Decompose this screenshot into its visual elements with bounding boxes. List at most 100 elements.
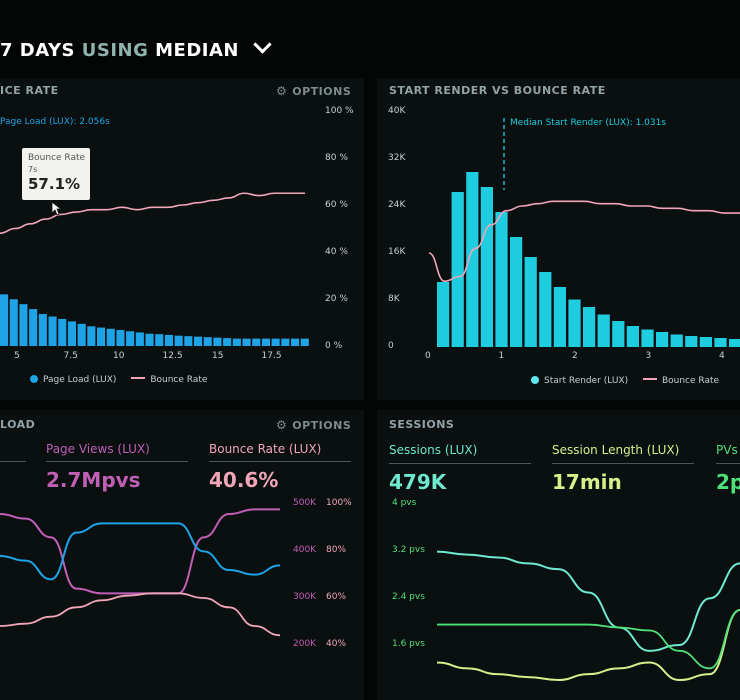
start-render-bar bbox=[699, 337, 712, 347]
y-tick-label: 200K bbox=[293, 639, 317, 649]
median-start-render-label: Median Start Render (LUX): 1.031s bbox=[510, 118, 667, 128]
options-label: OPTIONS bbox=[292, 419, 352, 432]
legend-page-load: Page Load (LUX) bbox=[43, 375, 117, 385]
load-chart bbox=[0, 508, 281, 637]
bounce-legend: Page Load (LUX) Bounce Rate bbox=[30, 375, 207, 385]
legend-render-bounce: Bounce Rate bbox=[661, 376, 720, 386]
y-tick-label: 100% bbox=[326, 498, 352, 508]
y-tick-label: 4 pvs bbox=[392, 498, 417, 508]
page-load-bar bbox=[261, 338, 270, 346]
start-render-bar bbox=[641, 329, 654, 347]
start-render-bar bbox=[670, 334, 683, 347]
page-load-bar bbox=[77, 323, 86, 346]
start-render-bar bbox=[553, 287, 566, 347]
x-tick-label: 10 bbox=[113, 351, 125, 361]
page-load-bar bbox=[213, 337, 222, 346]
x-tick-label: 7.5 bbox=[63, 351, 78, 361]
kpi-divider bbox=[209, 461, 351, 462]
kpi-bounce-rate-label: Bounce Rate (LUX) bbox=[209, 442, 322, 456]
x-tick-label: 2 bbox=[572, 351, 578, 361]
y-tick-label: 20 % bbox=[325, 294, 348, 304]
chevron-down-icon[interactable] bbox=[253, 35, 272, 54]
page-load-bar bbox=[48, 316, 57, 346]
page-load-bar bbox=[97, 327, 106, 346]
legend-line-icon bbox=[131, 377, 146, 379]
kpi-session-length-label: Session Length (LUX) bbox=[552, 443, 680, 457]
y-tick-label: 2.4 pvs bbox=[392, 592, 425, 602]
bounce-rate-lux-line bbox=[0, 522, 281, 581]
kpi-pvs-value: 2p bbox=[716, 470, 740, 494]
page-load-bar bbox=[281, 338, 290, 346]
pvs-line bbox=[436, 609, 740, 670]
y-tick-label: 400K bbox=[293, 545, 317, 555]
kpi-divider bbox=[46, 461, 188, 462]
start-render-bar bbox=[597, 314, 610, 347]
page-load-bar bbox=[164, 334, 173, 346]
bounce-rate-panel bbox=[0, 78, 364, 400]
start-render-bar bbox=[568, 299, 581, 347]
start-render-bar bbox=[539, 272, 552, 347]
start-render-bar bbox=[495, 212, 508, 347]
options-button-top[interactable]: ⚙ OPTIONS bbox=[276, 84, 351, 98]
x-tick-label: 12.5 bbox=[162, 351, 183, 361]
page-title[interactable]: 7 DAYS USING MEDIAN bbox=[0, 35, 272, 61]
y-tick-label: 0 bbox=[388, 341, 394, 351]
x-tick-label: 3 bbox=[645, 351, 652, 361]
title-median: MEDIAN bbox=[155, 40, 239, 61]
page-load-bar bbox=[252, 338, 261, 346]
session-length-line bbox=[436, 609, 740, 682]
y-tick-label: 8K bbox=[388, 294, 400, 304]
page-load-bar bbox=[116, 330, 125, 346]
y-tick-label: 80% bbox=[326, 545, 347, 555]
kpi-session-length-value: 17min bbox=[552, 470, 622, 494]
page-load-bar bbox=[87, 326, 96, 346]
start-render-bar bbox=[612, 321, 625, 347]
page-load-bar bbox=[271, 338, 280, 346]
start-render-panel-title: START RENDER VS BOUNCE RATE bbox=[389, 84, 606, 97]
sessions-chart bbox=[436, 550, 740, 682]
page-load-bar bbox=[194, 336, 203, 346]
bounce-rate-panel-title: ICE RATE bbox=[0, 84, 59, 97]
start-render-bar bbox=[451, 192, 464, 347]
x-tick-label: 4 bbox=[719, 351, 725, 361]
kpi-divider bbox=[0, 461, 26, 462]
start-render-bar bbox=[626, 326, 639, 347]
y-tick-label: 60 % bbox=[325, 200, 348, 210]
y-tick-label: 0 % bbox=[325, 341, 343, 351]
page-load-bar bbox=[38, 314, 47, 346]
render-legend: Start Render (LUX) Bounce Rate bbox=[531, 376, 719, 386]
gear-icon: ⚙ bbox=[276, 84, 288, 98]
options-button-bottom[interactable]: ⚙ OPTIONS bbox=[276, 418, 351, 432]
kpi-pvs-label: PVs bbox=[716, 443, 738, 457]
start-render-bar bbox=[583, 307, 596, 347]
options-label: OPTIONS bbox=[292, 85, 352, 98]
page-load-bar bbox=[19, 304, 28, 346]
kpi-divider bbox=[716, 463, 740, 464]
kpi-bounce-rate-value: 40.6% bbox=[209, 468, 279, 492]
kpi-divider bbox=[552, 463, 694, 464]
page-load-bar bbox=[300, 338, 309, 346]
start-render-bar bbox=[480, 187, 493, 347]
page-load-bar bbox=[126, 331, 135, 346]
page-load-bar bbox=[184, 336, 193, 346]
start-render-bar bbox=[656, 332, 669, 347]
page-load-bar bbox=[174, 335, 183, 346]
y-tick-label: 32K bbox=[388, 153, 406, 163]
y-tick-label: 1.6 pvs bbox=[392, 639, 425, 649]
x-tick-label: 0 bbox=[425, 351, 431, 361]
page-load-bar bbox=[232, 338, 241, 346]
kpi-sessions-value: 479K bbox=[389, 470, 447, 494]
bounce-line bbox=[0, 592, 281, 637]
page-load-bar bbox=[145, 333, 154, 346]
x-tick-label: 15 bbox=[212, 351, 224, 361]
kpi-page-views-value: 2.7Mpvs bbox=[46, 468, 141, 492]
legend-dot-icon bbox=[531, 376, 539, 384]
load-panel-title: LOAD bbox=[0, 418, 36, 431]
page-load-bar bbox=[67, 321, 76, 346]
page-load-bar bbox=[135, 332, 144, 346]
start-render-bar bbox=[685, 336, 698, 347]
sessions-panel-title: SESSIONS bbox=[389, 418, 455, 431]
x-tick-label: 1 bbox=[498, 351, 505, 361]
title-using: USING bbox=[81, 40, 149, 61]
start-render-bar bbox=[466, 172, 479, 347]
